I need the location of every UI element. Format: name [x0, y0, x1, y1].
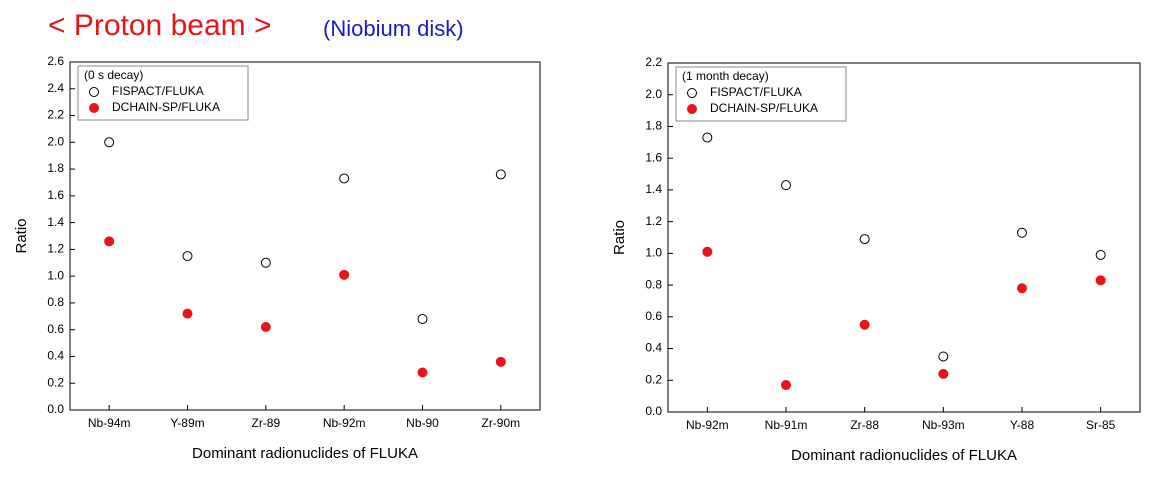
y-tick-label: 1.4 [47, 215, 64, 229]
point [702, 132, 713, 143]
x-tick-label: Nb-94m [88, 416, 131, 430]
y-tick-label: 1.6 [47, 188, 64, 202]
point [1017, 283, 1027, 294]
x-tick-label: Y-89m [170, 416, 204, 430]
y-tick-label: 1.8 [47, 161, 64, 175]
y-tick-label: 0.6 [47, 322, 64, 336]
point [104, 137, 115, 148]
point [859, 234, 870, 245]
point [417, 367, 428, 378]
y-tick-label: 0.4 [47, 349, 64, 363]
x-tick-label: Nb-92m [323, 416, 366, 430]
x-tick-label: Nb-92m [686, 418, 729, 432]
y-tick-label: 2.0 [47, 134, 64, 148]
x-axis-label: Dominant radionuclides of FLUKA [192, 445, 418, 462]
y-tick-label: 1.8 [645, 119, 662, 133]
y-tick-label: 0.2 [645, 372, 662, 386]
x-tick-label: Zr-88 [850, 418, 879, 432]
y-tick-label: 2.4 [47, 81, 64, 95]
y-tick-label: 2.0 [645, 87, 662, 101]
legend-box [675, 66, 847, 122]
legend-label: FISPACT/FLUKA [112, 84, 204, 98]
plot-frame [69, 61, 541, 411]
point [182, 308, 193, 319]
y-tick-label: 1.2 [47, 242, 64, 256]
x-tick-label: Sr-85 [1086, 418, 1116, 432]
point [89, 103, 99, 113]
point [495, 356, 506, 367]
point [781, 380, 791, 391]
point [104, 236, 115, 247]
y-tick-label: 1.0 [645, 246, 662, 260]
point [781, 180, 791, 191]
point [702, 246, 713, 257]
x-tick-label: Y-88 [1010, 418, 1035, 432]
legend-label: FISPACT/FLUKA [710, 85, 802, 99]
point [859, 319, 870, 330]
point [1017, 227, 1027, 238]
point [938, 368, 949, 379]
y-tick-label: 2.2 [645, 55, 662, 69]
point [1095, 249, 1106, 260]
x-tick-label: Zr-90m [481, 416, 520, 430]
y-tick-label: 0.0 [47, 402, 64, 416]
legend-label: DCHAIN-SP/FLUKA [112, 100, 220, 114]
legend-title: (0 s decay) [84, 68, 143, 82]
y-tick-label: 1.0 [47, 268, 64, 282]
point [182, 251, 193, 262]
y-tick-label: 0.6 [645, 309, 662, 323]
point [687, 104, 697, 114]
y-tick-label: 1.2 [645, 214, 662, 228]
y-tick-label: 0.0 [645, 404, 662, 418]
legend-label: DCHAIN-SP/FLUKA [710, 101, 818, 115]
y-tick-label: 2.6 [47, 54, 64, 68]
y-tick-label: 0.4 [645, 341, 662, 355]
y-tick-label: 1.6 [645, 150, 662, 164]
x-tick-label: Nb-91m [765, 418, 808, 432]
legend-title: (1 month decay) [682, 69, 769, 83]
y-axis-label: Ratio [611, 220, 628, 255]
point [89, 87, 99, 97]
plot-frame [667, 62, 1141, 413]
point [495, 169, 506, 180]
point [339, 173, 350, 184]
y-tick-label: 0.2 [47, 375, 64, 389]
page-title: < Proton beam > [48, 9, 271, 42]
y-tick-label: 0.8 [47, 295, 64, 309]
x-axis-label: Dominant radionuclides of FLUKA [791, 447, 1017, 464]
y-tick-label: 0.8 [645, 277, 662, 291]
y-axis-label: Ratio [13, 218, 30, 253]
legend-box [77, 65, 249, 121]
x-tick-label: Nb-90 [406, 416, 439, 430]
point [260, 257, 271, 268]
y-tick-label: 2.2 [47, 108, 64, 122]
point [339, 269, 350, 280]
point [687, 88, 697, 98]
point [1095, 275, 1106, 286]
point [417, 313, 428, 324]
point [938, 351, 949, 362]
x-tick-label: Nb-93m [922, 418, 965, 432]
point [260, 322, 271, 333]
y-tick-label: 1.4 [645, 182, 662, 196]
page-subtitle: (Niobium disk) [323, 16, 464, 41]
x-tick-label: Zr-89 [251, 416, 280, 430]
